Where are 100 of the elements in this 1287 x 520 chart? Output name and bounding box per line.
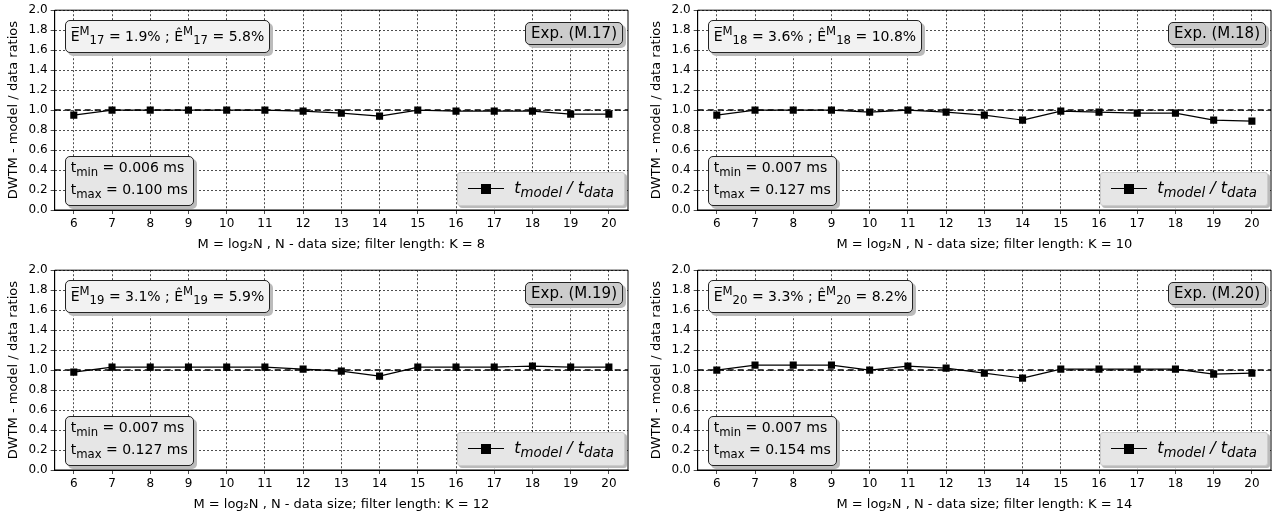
x-tick-label: 9	[827, 216, 836, 231]
point	[70, 368, 78, 376]
point	[904, 362, 912, 370]
point	[1133, 365, 1141, 373]
point	[1210, 116, 1218, 124]
y-tick-label: 2.0	[28, 2, 48, 17]
annotation: E̅$^{M}$$_{17}$ = 1.9% ; Ê$^{M}$$_{17}$ = 5.8%	[64, 20, 271, 53]
point	[376, 372, 384, 380]
annotation: E̅$^{M}$$_{18}$ = 3.6% ; Ê$^{M}$$_{18}$ = 10.8%	[707, 20, 923, 53]
x-tick-label: 11	[257, 476, 273, 491]
x-tick-label: 11	[900, 476, 916, 491]
x-tick-label: 7	[108, 216, 116, 231]
legend-label: t$_{model}$ / t$_{data}$	[1157, 437, 1257, 460]
point	[184, 363, 192, 371]
y-tick-label: 0.0	[671, 462, 691, 477]
y-tick-label: 0.4	[28, 162, 48, 177]
x-tick-label: 17	[1129, 476, 1145, 491]
x-tick-label: 15	[410, 476, 426, 491]
point	[1019, 116, 1027, 124]
x-tick-label: 16	[1091, 216, 1107, 231]
annotation: t$_{min}$ = 0.006 ms	[70, 159, 186, 182]
y-tick-label: 1.2	[28, 82, 48, 97]
x-axis-title: M = log₂N , N - data size; filter length: K = 12	[193, 495, 490, 511]
x-tick-label: 18	[1167, 476, 1184, 491]
x-tick-label: 6	[712, 476, 721, 491]
x-tick-label: 14	[1014, 476, 1031, 491]
y-axis-title: DWTM - model / data ratios	[648, 20, 664, 200]
y-tick-label: 0.0	[28, 462, 48, 477]
annotation: t$_{max}$ = 0.100 ms	[70, 181, 188, 203]
point	[789, 106, 797, 114]
x-tick-label: 7	[108, 476, 116, 491]
x-tick-label: 6	[69, 476, 78, 491]
y-tick-label: 1.2	[671, 342, 691, 357]
annotation: E̅$^{M}$$_{20}$ = 3.3% ; Ê$^{M}$$_{20}$ = 8.2%	[707, 280, 914, 313]
y-tick-label: 1.2	[28, 342, 48, 357]
annotation: t$_{min}$ = 0.007 ms	[713, 159, 829, 182]
x-tick-label: 18	[1167, 216, 1184, 231]
x-tick-label: 8	[789, 476, 798, 491]
annotation: Exp. (M.18)	[1168, 22, 1266, 46]
point	[605, 363, 613, 371]
y-tick-label: 2.0	[671, 2, 691, 17]
x-tick-label: 12	[295, 476, 311, 491]
point	[942, 364, 950, 372]
y-tick-label: 0.8	[671, 122, 691, 137]
x-tick-label: 19	[1206, 476, 1222, 491]
point	[1171, 109, 1179, 117]
y-tick-label: 1.8	[671, 282, 691, 297]
point	[299, 365, 307, 373]
y-tick-label: 1.0	[671, 102, 691, 117]
x-tick-label: 6	[712, 216, 721, 231]
x-tick-label: 9	[827, 476, 836, 491]
x-tick-label: 8	[146, 476, 155, 491]
annotation: t$_{max}$ = 0.127 ms	[70, 441, 188, 463]
x-tick-label: 16	[1091, 476, 1107, 491]
point	[866, 366, 874, 374]
x-tick-label: 19	[563, 476, 579, 491]
y-tick-label: 0.8	[671, 382, 691, 397]
annotation: Exp. (M.20)	[1168, 282, 1266, 306]
y-tick-label: 1.4	[28, 322, 48, 337]
annotation: Exp. (M.17)	[525, 22, 623, 46]
y-tick-label: 0.4	[671, 422, 691, 437]
annotation: t$_{max}$ = 0.154 ms	[713, 441, 831, 463]
point	[1095, 365, 1103, 373]
y-tick-label: 1.6	[28, 302, 48, 317]
annotation: t$_{min}$ = 0.007 ms	[713, 419, 829, 442]
y-tick-label: 0.8	[28, 122, 48, 137]
y-tick-label: 0.2	[28, 182, 48, 197]
x-tick-label: 14	[371, 476, 388, 491]
point	[1019, 374, 1027, 382]
x-tick-label: 17	[1129, 216, 1145, 231]
point	[337, 367, 345, 375]
y-tick-label: 1.0	[28, 102, 48, 117]
point	[1171, 365, 1179, 373]
x-tick-label: 16	[448, 476, 464, 491]
annotation: E̅$^{M}$$_{19}$ = 3.1% ; Ê$^{M}$$_{19}$ = 5.9%	[64, 280, 271, 313]
point	[751, 106, 759, 114]
y-tick-label: 1.8	[28, 22, 48, 37]
y-axis-title: DWTM - model / data ratios	[5, 280, 21, 460]
point	[751, 361, 759, 369]
y-tick-label: 0.2	[28, 442, 48, 457]
x-tick-label: 9	[184, 476, 193, 491]
x-tick-label: 7	[751, 216, 759, 231]
point	[866, 108, 874, 116]
x-tick-label: 9	[184, 216, 193, 231]
point	[108, 363, 116, 371]
y-tick-label: 0.2	[671, 442, 691, 457]
y-tick-label: 1.6	[671, 302, 691, 317]
y-tick-label: 2.0	[28, 262, 48, 277]
y-tick-label: 0.4	[28, 422, 48, 437]
x-tick-label: 11	[900, 216, 916, 231]
point	[490, 363, 498, 371]
point	[1210, 370, 1218, 378]
x-axis-title: M = log₂N , N - data size; filter length: K = 14	[836, 495, 1133, 511]
y-tick-label: 1.6	[28, 42, 48, 57]
point	[567, 363, 575, 371]
x-tick-label: 15	[410, 216, 426, 231]
x-axis-title: M = log₂N , N - data size; filter length: K = 8	[197, 235, 486, 251]
x-tick-label: 6	[69, 216, 78, 231]
x-tick-label: 18	[524, 216, 541, 231]
x-axis-title: M = log₂N , N - data size; filter length: K = 10	[836, 235, 1133, 251]
